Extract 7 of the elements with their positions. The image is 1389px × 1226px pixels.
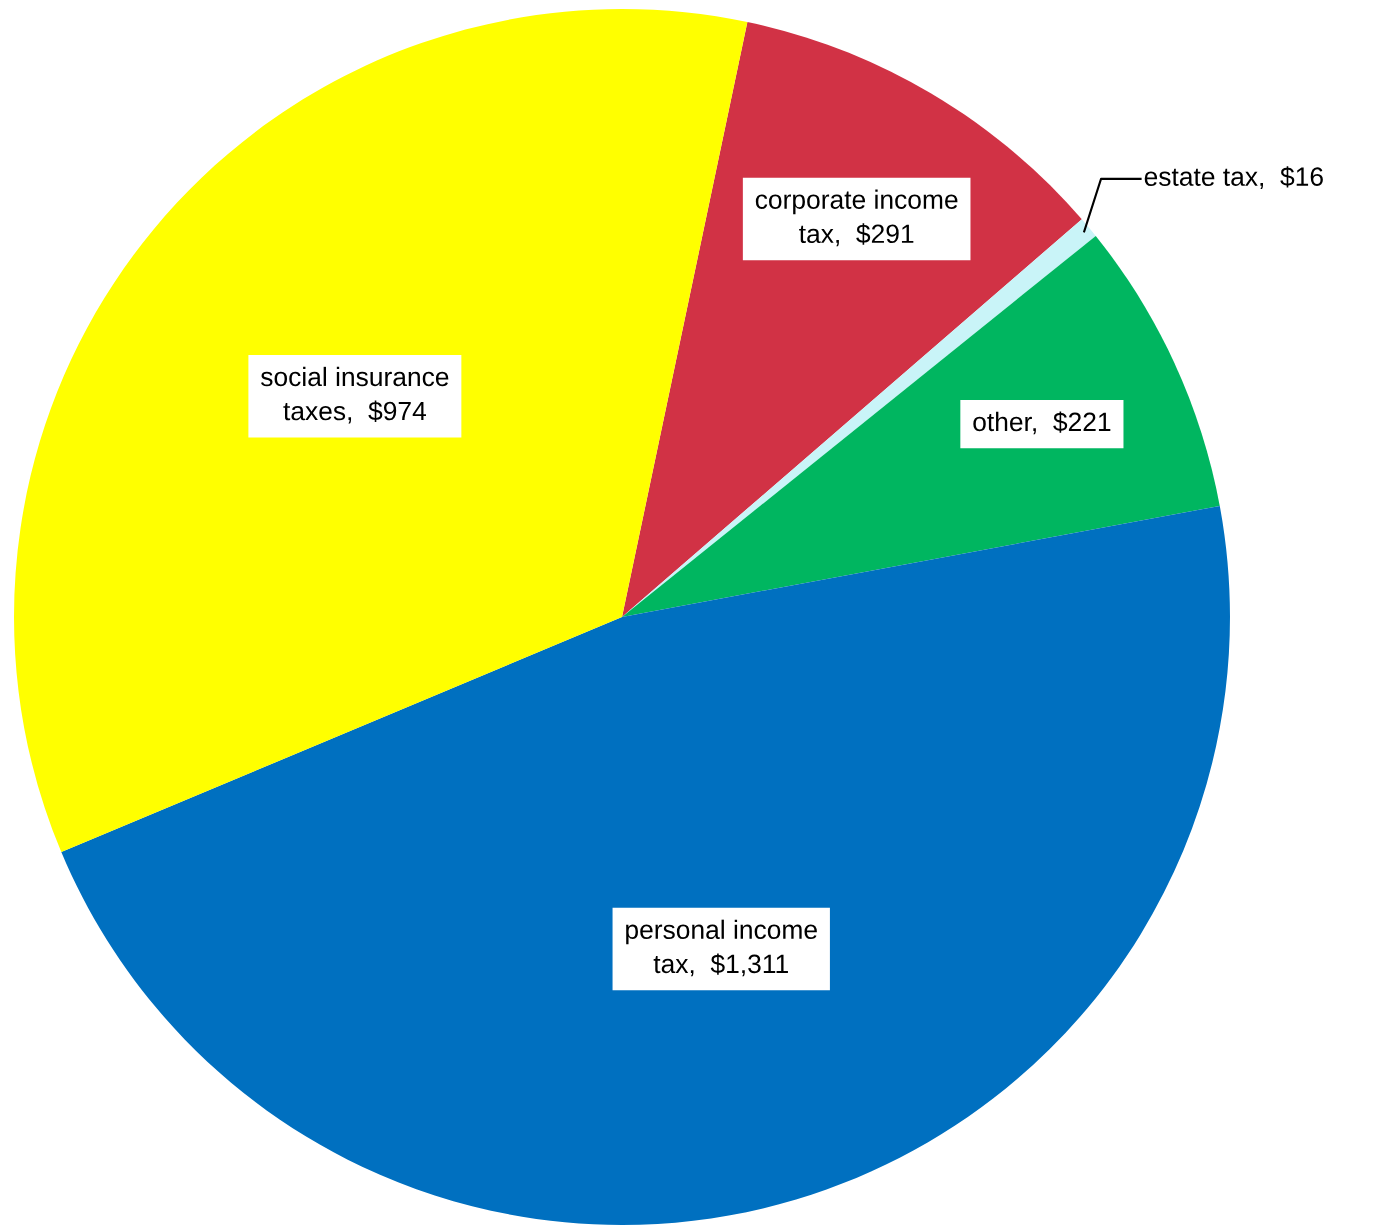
pie-slice: [61, 505, 1230, 1225]
slice-label: estate tax, $16: [1144, 166, 1323, 190]
pie-slice: [14, 9, 748, 853]
slice-label: other, $221: [973, 411, 1111, 435]
slice-label: social insurance taxes, $974: [261, 366, 449, 424]
slice-label: personal income tax, $1,311: [626, 919, 817, 977]
slice-label: corporate income tax, $291: [755, 189, 958, 247]
